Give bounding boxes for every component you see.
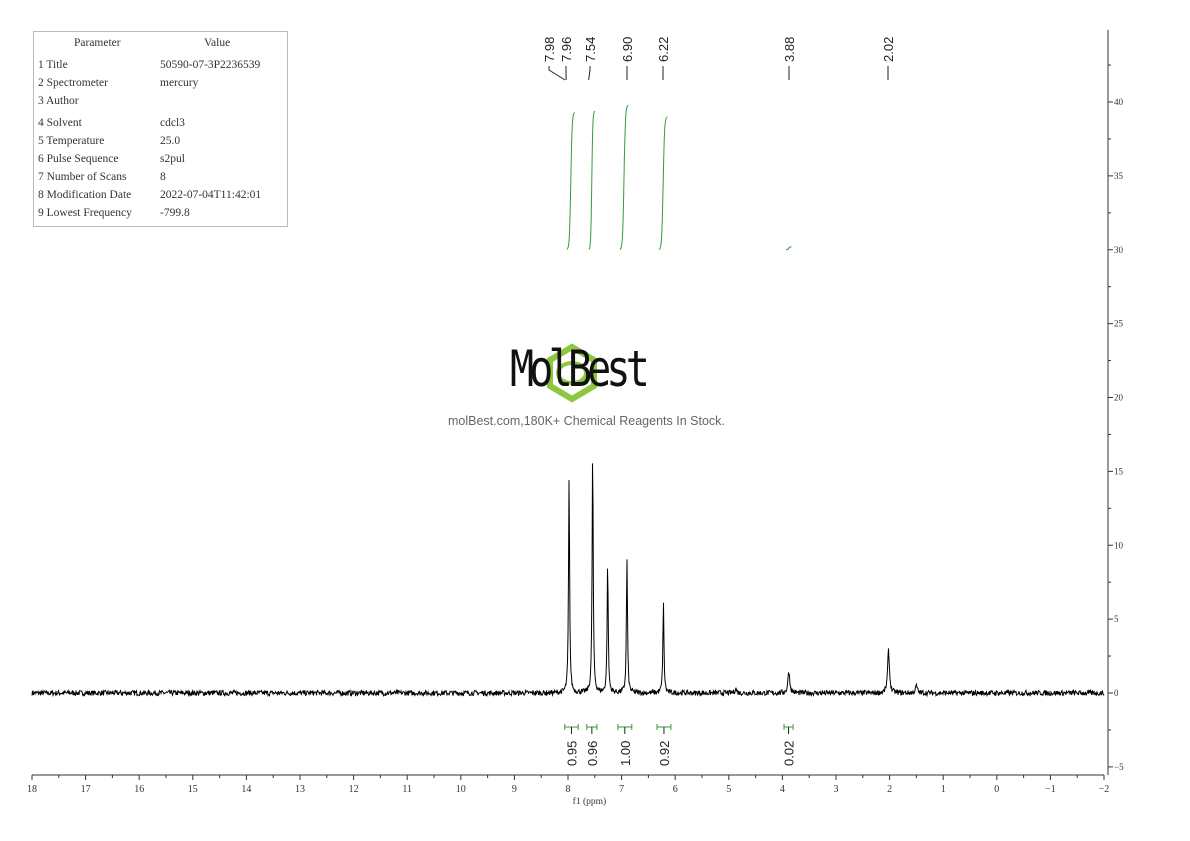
x-tick-label: 16	[134, 784, 144, 795]
y-tick-label: 5	[1114, 614, 1119, 624]
x-tick-label: −2	[1099, 784, 1110, 795]
watermark-brand: MolBest	[510, 340, 650, 398]
integral-value: 0.95	[564, 741, 579, 766]
x-tick-label: 9	[512, 784, 517, 795]
x-tick-label: 8	[566, 784, 571, 795]
x-tick-label: 13	[295, 784, 305, 795]
peak-label: 2.02	[881, 37, 896, 62]
param-value: 25.0	[160, 135, 181, 147]
param-value: mercury	[160, 77, 199, 89]
y-tick-label: 20	[1114, 393, 1124, 403]
param-name: 1 Title	[38, 59, 68, 71]
x-tick-label: 11	[402, 784, 412, 795]
x-tick-label: 18	[27, 784, 37, 795]
x-axis-label: f1 (ppm)	[573, 796, 607, 807]
param-value: -799.8	[160, 207, 190, 219]
param-name: 9 Lowest Frequency	[38, 207, 132, 219]
integral-curve	[566, 112, 576, 250]
x-tick-label: 12	[349, 784, 359, 795]
integral-curve	[786, 246, 792, 251]
param-value: 2022-07-04T11:42:01	[160, 189, 262, 201]
x-tick-label: 3	[834, 784, 839, 795]
param-value: 8	[160, 171, 166, 183]
parameter-table: Parameter Value 1 Title 50590-07-3P223653…	[33, 31, 288, 227]
param-name: 5 Temperature	[38, 135, 105, 147]
x-tick-label: 17	[81, 784, 91, 795]
param-name: 3 Author	[38, 95, 79, 107]
x-tick-label: 15	[188, 784, 198, 795]
peak-label-connector	[588, 66, 591, 81]
integral-value: 1.00	[618, 741, 633, 766]
spectrum-line	[31, 463, 1105, 698]
peak-label: 6.90	[620, 37, 635, 62]
value-header: Value	[204, 37, 231, 49]
peak-label: 3.88	[782, 37, 797, 62]
integral-value: 0.02	[782, 741, 797, 766]
integral-curve	[619, 104, 629, 250]
x-tick-label: −1	[1045, 784, 1056, 795]
param-header: Parameter	[74, 37, 121, 49]
param-name: 2 Spectrometer	[38, 77, 108, 89]
integral-curve	[588, 110, 596, 250]
peak-label-connector	[548, 66, 566, 81]
y-tick-label: 25	[1114, 319, 1124, 329]
y-tick-label: −5	[1114, 762, 1124, 772]
x-tick-label: 6	[673, 784, 678, 795]
y-tick-label: 0	[1114, 688, 1119, 698]
x-tick-label: 4	[780, 784, 785, 795]
x-tick-label: 2	[887, 784, 892, 795]
watermark-tagline: molBest.com,180K+ Chemical Reagents In S…	[448, 414, 725, 428]
x-tick-label: 1	[941, 784, 946, 795]
molbest-logo-icon	[547, 343, 597, 403]
y-tick-label: 40	[1114, 97, 1124, 107]
x-tick-label: 0	[994, 784, 999, 795]
integral-value: 0.96	[585, 741, 600, 766]
peak-label: 7.96	[559, 37, 574, 62]
y-tick-label: 30	[1114, 245, 1124, 255]
param-value: 50590-07-3P2236539	[160, 59, 261, 71]
param-value: cdcl3	[160, 117, 185, 129]
x-tick-label: 14	[241, 784, 251, 795]
x-tick-label: 10	[456, 784, 466, 795]
param-name: 8 Modification Date	[38, 189, 132, 201]
peak-label: 7.98	[542, 37, 557, 62]
param-name: 7 Number of Scans	[38, 171, 127, 183]
param-name: 4 Solvent	[38, 117, 82, 129]
param-value: s2pul	[160, 153, 185, 165]
param-name: 6 Pulse Sequence	[38, 153, 119, 165]
x-tick-label: 5	[726, 784, 731, 795]
integral-curve	[658, 116, 668, 250]
y-tick-label: 15	[1114, 466, 1124, 476]
y-tick-label: 35	[1114, 171, 1124, 181]
integral-value: 0.92	[657, 741, 672, 766]
x-tick-label: 7	[619, 784, 624, 795]
peak-label: 6.22	[656, 37, 671, 62]
y-tick-label: 10	[1114, 540, 1124, 550]
peak-label: 7.54	[583, 37, 598, 62]
